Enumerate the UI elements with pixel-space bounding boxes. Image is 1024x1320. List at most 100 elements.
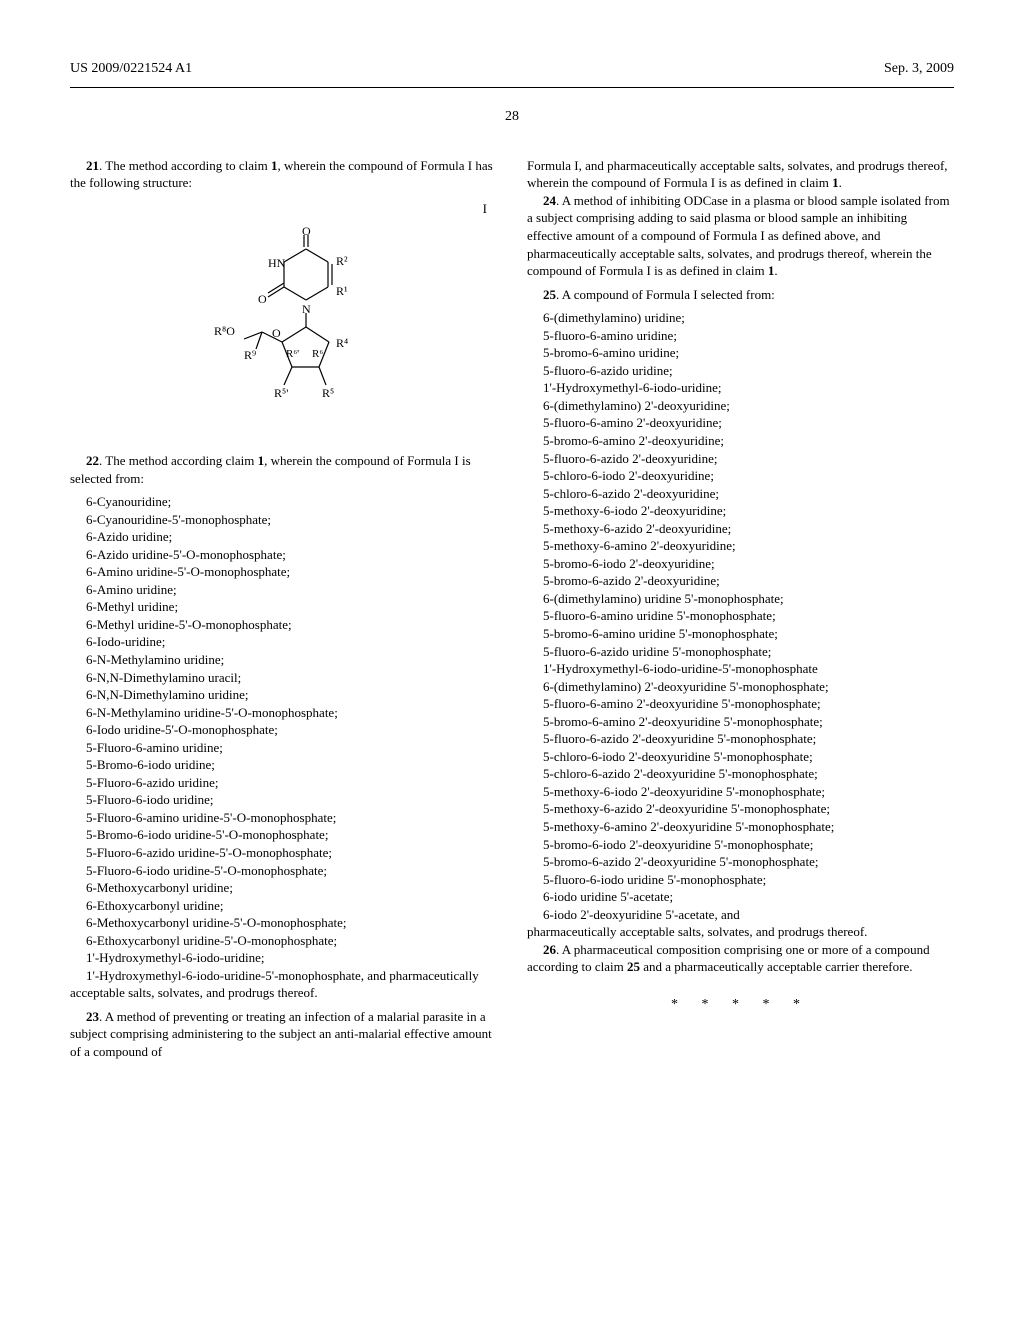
compound-item: 5-methoxy-6-amino 2'-deoxyuridine; (543, 537, 954, 555)
compound-item: 5-fluoro-6-azido uridine; (543, 362, 954, 380)
claim-22-text-before: . The method according claim (99, 453, 258, 468)
compound-item: 5-chloro-6-azido 2'-deoxyuridine; (543, 485, 954, 503)
compound-item: 1'-Hydroxymethyl-6-iodo-uridine; (543, 379, 954, 397)
compound-item: 6-Methyl uridine-5'-O-monophosphate; (86, 616, 497, 634)
chemical-structure: O HN R² R¹ N O (70, 227, 497, 432)
svg-text:HN: HN (268, 256, 286, 270)
compound-item: 5-methoxy-6-amino 2'-deoxyuridine 5'-mon… (543, 818, 954, 836)
svg-text:R⁹: R⁹ (244, 348, 256, 362)
compound-item: 6-iodo uridine 5'-acetate; (543, 888, 954, 906)
compound-item: 6-Iodo uridine-5'-O-monophosphate; (86, 721, 497, 739)
compound-item: 6-(dimethylamino) uridine 5'-monophospha… (543, 590, 954, 608)
compound-item: 5-bromo-6-amino 2'-deoxyuridine 5'-monop… (543, 713, 954, 731)
compound-item: 5-Fluoro-6-amino uridine; (86, 739, 497, 757)
claim-23-num: 23 (86, 1009, 99, 1024)
claim-26-num: 26 (543, 942, 556, 957)
claim-25-compound-list: 6-(dimethylamino) uridine;5-fluoro-6-ami… (527, 309, 954, 923)
claim-21-text-before: . The method according to claim (99, 158, 271, 173)
claim-24-text-after: . (774, 263, 777, 278)
compound-item: 5-Bromo-6-iodo uridine-5'-O-monophosphat… (86, 826, 497, 844)
claim-24-num: 24 (543, 193, 556, 208)
claim-23-continuation: Formula I, and pharmaceutically acceptab… (527, 157, 954, 192)
claim-25-num: 25 (543, 287, 556, 302)
publication-date: Sep. 3, 2009 (884, 60, 954, 79)
left-column: 21. The method according to claim 1, whe… (70, 157, 497, 1067)
compound-item: 5-Fluoro-6-iodo uridine; (86, 791, 497, 809)
compound-item: 6-(dimethylamino) uridine; (543, 309, 954, 327)
compound-item: 5-Fluoro-6-azido uridine-5'-O-monophosph… (86, 844, 497, 862)
compound-item: 6-Azido uridine-5'-O-monophosphate; (86, 546, 497, 564)
compound-item: 6-Ethoxycarbonyl uridine-5'-O-monophosph… (86, 932, 497, 950)
compound-item: 6-iodo 2'-deoxyuridine 5'-acetate, and (543, 906, 954, 924)
compound-item: 5-bromo-6-amino uridine; (543, 344, 954, 362)
svg-text:R⁴: R⁴ (336, 336, 348, 350)
svg-text:R¹: R¹ (336, 284, 348, 298)
compound-item: 5-bromo-6-amino 2'-deoxyuridine; (543, 432, 954, 450)
claim-22: 22. The method according claim 1, wherei… (70, 452, 497, 487)
compound-item: 6-Azido uridine; (86, 528, 497, 546)
compound-item: 6-Iodo-uridine; (86, 633, 497, 651)
compound-item: 6-Amino uridine-5'-O-monophosphate; (86, 563, 497, 581)
compound-item: 5-Bromo-6-iodo uridine; (86, 756, 497, 774)
right-column: Formula I, and pharmaceutically acceptab… (527, 157, 954, 1067)
compound-item: 5-Fluoro-6-iodo uridine-5'-O-monophospha… (86, 862, 497, 880)
page-number: 28 (70, 108, 954, 127)
claim-25-tail: pharmaceutically acceptable salts, solva… (527, 923, 954, 941)
claim-23-text: . A method of preventing or treating an … (70, 1009, 492, 1059)
end-marks: * * * * * (527, 996, 954, 1015)
compound-item: 5-fluoro-6-amino 2'-deoxyuridine 5'-mono… (543, 695, 954, 713)
compound-item: 6-N,N-Dimethylamino uridine; (86, 686, 497, 704)
svg-text:R⁵: R⁵ (322, 386, 334, 400)
compound-item: 5-bromo-6-azido 2'-deoxyuridine 5'-monop… (543, 853, 954, 871)
svg-text:O: O (258, 292, 267, 306)
compound-item: 1'-Hydroxymethyl-6-iodo-uridine-5'-monop… (543, 660, 954, 678)
compound-item: 6-Methyl uridine; (86, 598, 497, 616)
compound-item: 5-fluoro-6-azido 2'-deoxyuridine 5'-mono… (543, 730, 954, 748)
compound-item: 6-Ethoxycarbonyl uridine; (86, 897, 497, 915)
compound-item: 6-Amino uridine; (86, 581, 497, 599)
claim-26: 26. A pharmaceutical composition compris… (527, 941, 954, 976)
svg-text:R⁶: R⁶ (312, 348, 323, 360)
compound-item: 6-(dimethylamino) 2'-deoxyuridine 5'-mon… (543, 678, 954, 696)
compound-item: 5-methoxy-6-iodo 2'-deoxyuridine 5'-mono… (543, 783, 954, 801)
claim-26-ref: 25 (627, 959, 640, 974)
compound-item: 6-Cyanouridine-5'-monophosphate; (86, 511, 497, 529)
claim-21-num: 21 (86, 158, 99, 173)
publication-number: US 2009/0221524 A1 (70, 60, 192, 79)
compound-item: 5-chloro-6-iodo 2'-deoxyuridine 5'-monop… (543, 748, 954, 766)
svg-text:R⁸O: R⁸O (214, 324, 235, 338)
claim-25: 25. A compound of Formula I selected fro… (527, 286, 954, 304)
formula-label: I (70, 200, 497, 218)
compound-item: 5-fluoro-6-amino 2'-deoxyuridine; (543, 414, 954, 432)
svg-text:R²: R² (336, 254, 348, 268)
claim-23: 23. A method of preventing or treating a… (70, 1008, 497, 1061)
claim-24: 24. A method of inhibiting ODCase in a p… (527, 192, 954, 280)
compound-item: 5-fluoro-6-iodo uridine 5'-monophosphate… (543, 871, 954, 889)
compound-item: 5-fluoro-6-amino uridine 5'-monophosphat… (543, 607, 954, 625)
compound-item: 5-Fluoro-6-azido uridine; (86, 774, 497, 792)
compound-item: 5-bromo-6-iodo 2'-deoxyuridine; (543, 555, 954, 573)
claim-24-text-before: . A method of inhibiting ODCase in a pla… (527, 193, 950, 278)
header-rule (70, 87, 954, 88)
compound-item: 6-N-Methylamino uridine; (86, 651, 497, 669)
content-columns: 21. The method according to claim 1, whe… (70, 157, 954, 1067)
compound-item: 5-bromo-6-amino uridine 5'-monophosphate… (543, 625, 954, 643)
claim-22-tail: 1'-Hydroxymethyl-6-iodo-uridine-5'-monop… (70, 967, 497, 1002)
claim-23-cont-after: . (839, 175, 842, 190)
compound-item: 6-Cyanouridine; (86, 493, 497, 511)
claim-26-text-after: and a pharmaceutically acceptable carrie… (640, 959, 912, 974)
compound-item: 6-Methoxycarbonyl uridine-5'-O-monophosp… (86, 914, 497, 932)
claim-21: 21. The method according to claim 1, whe… (70, 157, 497, 192)
compound-item: 5-methoxy-6-azido 2'-deoxyuridine; (543, 520, 954, 538)
compound-item: 6-(dimethylamino) 2'-deoxyuridine; (543, 397, 954, 415)
compound-item: 5-methoxy-6-iodo 2'-deoxyuridine; (543, 502, 954, 520)
compound-item: 5-methoxy-6-azido 2'-deoxyuridine 5'-mon… (543, 800, 954, 818)
claim-22-num: 22 (86, 453, 99, 468)
compound-item: 5-fluoro-6-amino uridine; (543, 327, 954, 345)
compound-item: 5-fluoro-6-azido 2'-deoxyuridine; (543, 450, 954, 468)
page-header: US 2009/0221524 A1 Sep. 3, 2009 (70, 60, 954, 79)
svg-text:R⁶': R⁶' (286, 348, 299, 360)
compound-item: 5-Fluoro-6-amino uridine-5'-O-monophosph… (86, 809, 497, 827)
claim-25-text: . A compound of Formula I selected from: (556, 287, 775, 302)
claim-23-cont-before: Formula I, and pharmaceutically acceptab… (527, 158, 948, 191)
